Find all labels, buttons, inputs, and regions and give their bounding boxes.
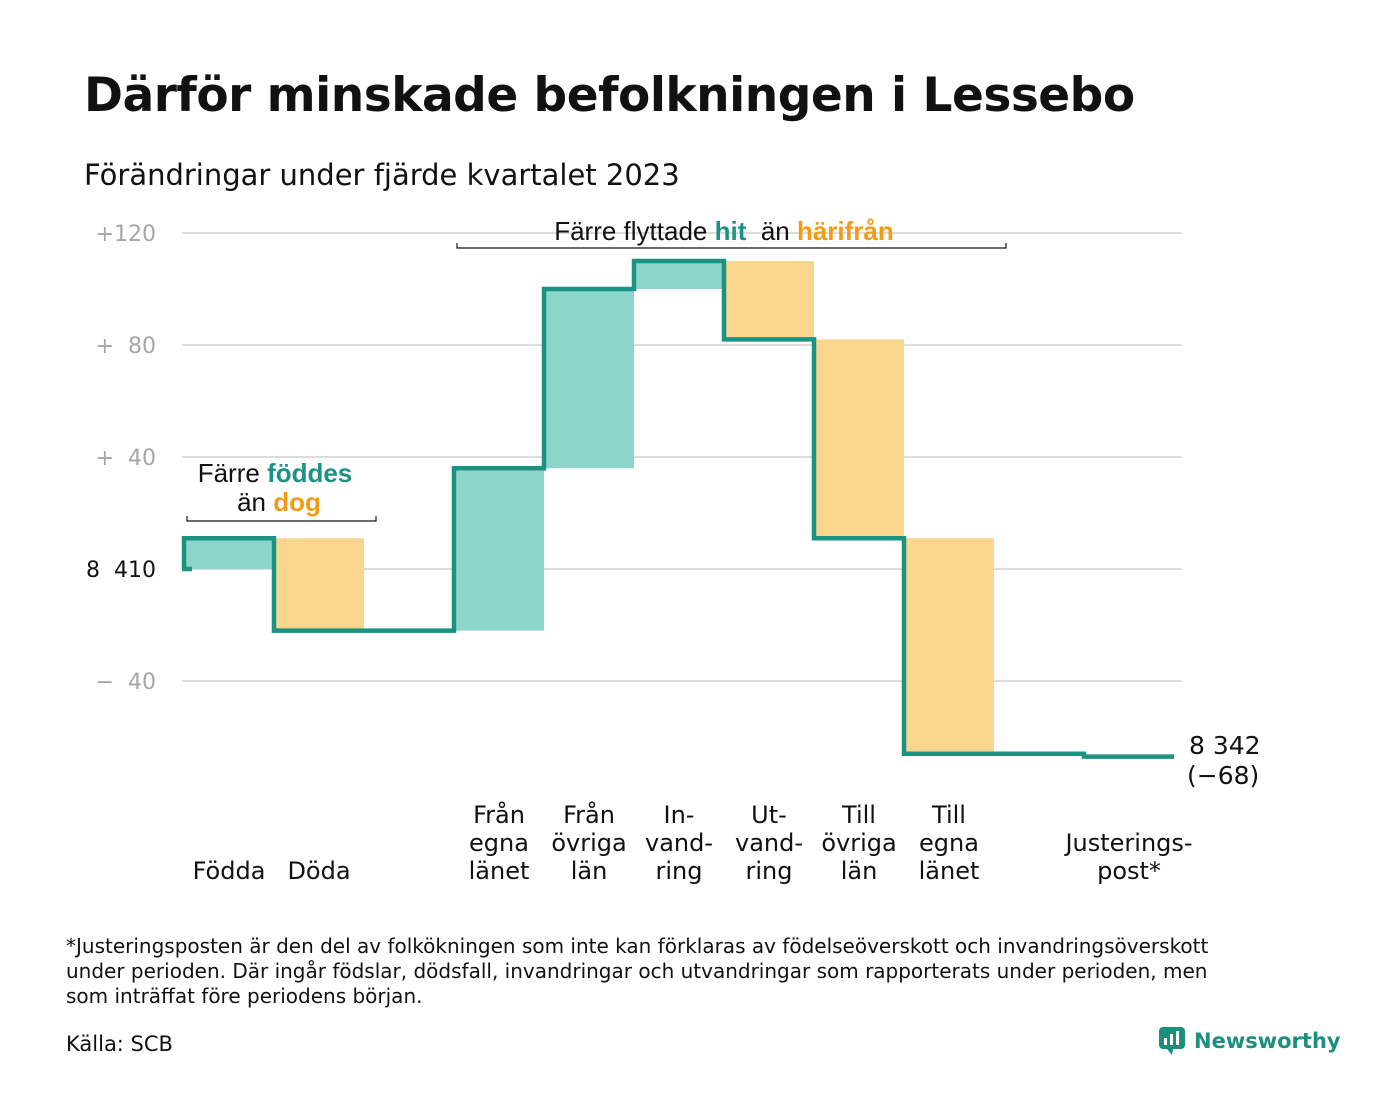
category-label: länet bbox=[469, 857, 530, 885]
category-label: Döda bbox=[287, 857, 350, 885]
brand-name: Newsworthy bbox=[1194, 1029, 1341, 1053]
newsworthy-logo-icon bbox=[1159, 1027, 1185, 1055]
category-label: övriga bbox=[821, 829, 896, 857]
footnote: *Justeringsposten är den del av folkökni… bbox=[66, 934, 1356, 1009]
chart-title: Därför minskade befolkningen i Lessebo bbox=[84, 68, 1135, 123]
category-label: län bbox=[841, 857, 878, 885]
category-label: län bbox=[571, 857, 608, 885]
category-label: Justerings- bbox=[1063, 829, 1192, 857]
footnote-line: *Justeringsposten är den del av folkökni… bbox=[66, 934, 1209, 958]
births-bracket bbox=[186, 516, 377, 522]
y-tick-label: − 40 bbox=[96, 670, 156, 695]
footnote-line: under perioden. Där ingår födslar, dödsf… bbox=[66, 959, 1208, 983]
y-axis-ticks: +120 + 80 + 40 8 410 − 40 bbox=[86, 222, 156, 695]
chart-subtitle: Förändringar under fjärde kvartalet 2023 bbox=[84, 158, 680, 192]
decrease-bar bbox=[814, 339, 904, 539]
category-label: ring bbox=[746, 857, 793, 885]
category-label: In- bbox=[664, 801, 695, 829]
footnote-line: som inträffat före periodens början. bbox=[66, 984, 423, 1008]
category-labels: Födda DödaFrånegnalänetFrånövrigalänIn-va… bbox=[193, 800, 1193, 885]
annotation-word: hit bbox=[715, 216, 747, 246]
step-line bbox=[181, 258, 1174, 759]
y-tick-label: + 80 bbox=[96, 334, 156, 359]
brand-logo: Newsworthy bbox=[1158, 1026, 1341, 1056]
y-tick-label: +120 bbox=[96, 222, 156, 247]
annotation-word: föddes bbox=[267, 458, 352, 488]
category-label: övriga bbox=[551, 829, 626, 857]
annotation-word: än bbox=[237, 487, 273, 517]
cumulative-step-line bbox=[181, 258, 1174, 759]
births-annotation-line1: Färre föddes bbox=[198, 458, 353, 488]
category-label: Till bbox=[841, 801, 876, 829]
category-label: vand- bbox=[735, 829, 803, 857]
category-label: länet bbox=[919, 857, 980, 885]
moves-bracket bbox=[456, 243, 1007, 249]
category-label: vand- bbox=[645, 829, 713, 857]
annotation-word: Färre flyttade bbox=[554, 216, 714, 246]
moves-annotation: Färre flyttade hit än härifrån bbox=[554, 216, 894, 246]
category-label: egna bbox=[919, 829, 979, 857]
category-label: Födda bbox=[193, 857, 266, 885]
annotation-word: dog bbox=[273, 487, 321, 517]
bars bbox=[184, 261, 994, 754]
source-note: Källa: SCB bbox=[66, 1032, 173, 1056]
increase-bar bbox=[184, 538, 274, 569]
y-tick-label: 8 410 bbox=[86, 558, 156, 583]
births-annotation-line2: än dog bbox=[237, 487, 321, 517]
decrease-bar bbox=[724, 261, 814, 340]
category-label: Till bbox=[931, 801, 966, 829]
end-value-label: 8 342 bbox=[1189, 731, 1261, 760]
category-label: egna bbox=[469, 829, 529, 857]
increase-bar bbox=[544, 289, 634, 469]
category-label: Från bbox=[563, 800, 615, 829]
increase-bar bbox=[634, 261, 724, 289]
end-change-label: (−68) bbox=[1187, 761, 1259, 790]
annotation-word: härifrån bbox=[797, 216, 894, 246]
annotation-word: än bbox=[746, 216, 797, 246]
category-label: post* bbox=[1097, 857, 1161, 885]
y-tick-label: + 40 bbox=[96, 446, 156, 471]
decrease-bar bbox=[274, 538, 364, 631]
decrease-bar bbox=[904, 538, 994, 754]
category-label: Från bbox=[473, 800, 525, 829]
end-labels: 8 342(−68) bbox=[1187, 731, 1261, 790]
annotation-word: Färre bbox=[198, 458, 267, 488]
category-label: Ut- bbox=[751, 801, 787, 829]
increase-bar bbox=[454, 468, 544, 631]
category-label: ring bbox=[656, 857, 703, 885]
